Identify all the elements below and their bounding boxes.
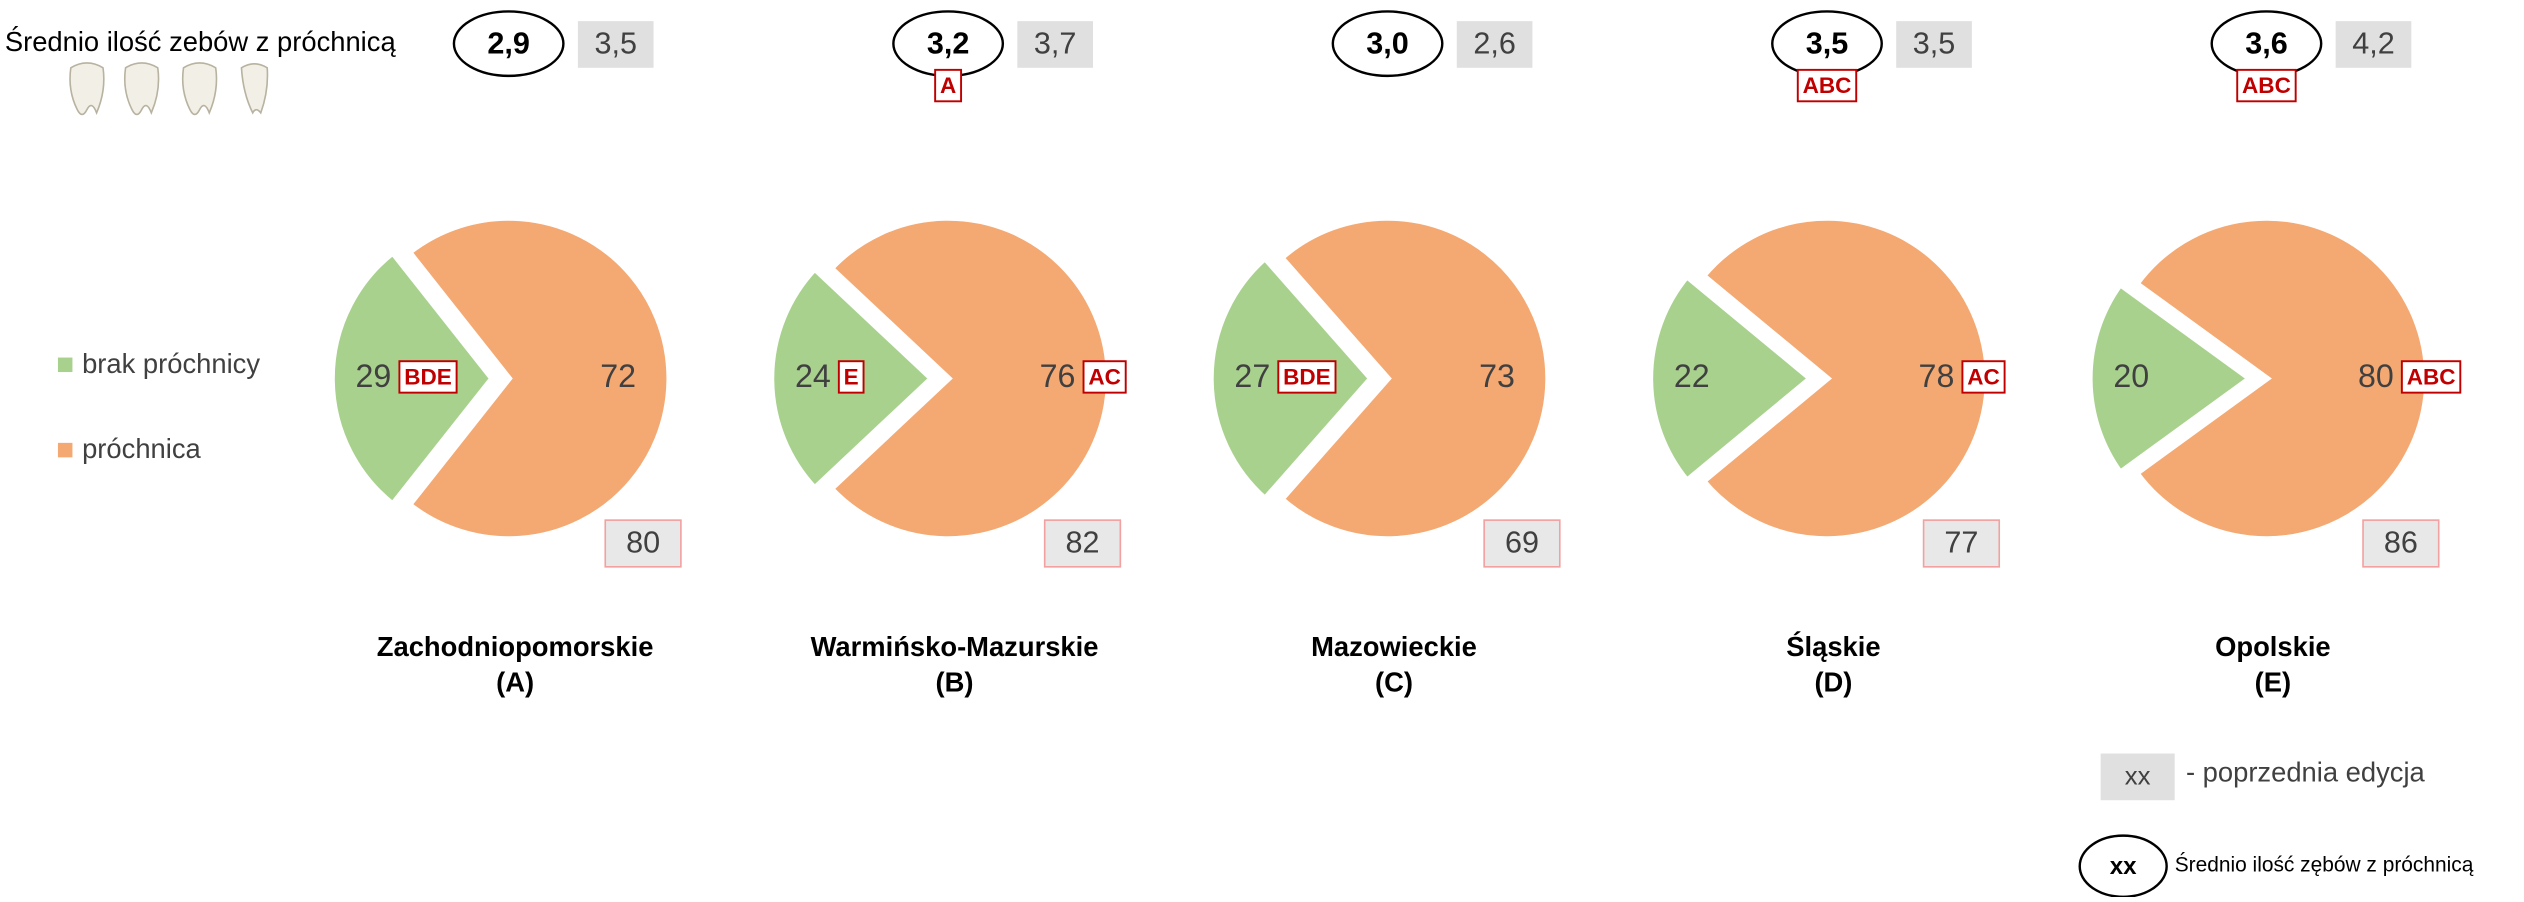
pie-title: Warmińsko-Mazurskie [811, 631, 1099, 662]
pie-title: Opolskie [2215, 631, 2331, 662]
legend-swatch [58, 443, 72, 457]
significance-label: BDE [1283, 364, 1331, 389]
pie-title: Zachodniopomorskie [377, 631, 654, 662]
legend-label: brak próchnicy [82, 348, 260, 379]
page: Średnio ilość zebów z próchnicą xx - pop… [0, 0, 2524, 902]
previous-value: 82 [1066, 525, 1100, 559]
significance-label: ABC [2242, 73, 2291, 98]
mean-label: Średnio ilość zębów z próchnicą [2175, 853, 2474, 877]
significance-label: A [940, 73, 956, 98]
previous-value: 80 [626, 525, 660, 559]
mean-value: 2,9 [487, 26, 530, 60]
data-label: 20 [2113, 358, 2149, 394]
legend-label: próchnica [82, 433, 201, 464]
data-label: 29 [356, 358, 392, 394]
previous-mean: 3,5 [1913, 26, 1956, 60]
data-label: 73 [1479, 358, 1515, 394]
mean-sample: xx [2110, 853, 2137, 880]
legend-swatch [58, 358, 72, 372]
significance-label: E [844, 364, 859, 389]
mean-value: 3,2 [927, 26, 970, 60]
previous-value: 77 [1944, 525, 1978, 559]
previous-mean: 2,6 [1473, 26, 1516, 60]
previous-mean: 4,2 [2352, 26, 2395, 60]
teeth-icons [70, 63, 267, 115]
mean-value: 3,5 [1806, 26, 1849, 60]
previous-value: 86 [2384, 525, 2418, 559]
significance-label: ABC [2407, 364, 2456, 389]
pie-subtitle: (D) [1814, 667, 1852, 698]
pie-subtitle: (B) [936, 667, 974, 698]
data-label: 22 [1674, 358, 1710, 394]
data-label: 78 [1919, 358, 1955, 394]
mean-value: 3,6 [2245, 26, 2288, 60]
data-label: 24 [795, 358, 831, 394]
pie-title: Śląskie [1786, 631, 1880, 662]
significance-label: ABC [1803, 73, 1852, 98]
pie-title: Mazowieckie [1311, 631, 1477, 662]
pie-subtitle: (A) [496, 667, 534, 698]
previous-value: 69 [1505, 525, 1539, 559]
previous-mean: 3,5 [594, 26, 637, 60]
significance-label: AC [1967, 364, 2000, 389]
main-title: Średnio ilość zebów z próchnicą [5, 25, 397, 57]
pie-subtitle: (C) [1375, 667, 1413, 698]
data-label: 27 [1234, 358, 1270, 394]
significance-label: BDE [404, 364, 452, 389]
data-label: 72 [600, 358, 636, 394]
mean-value: 3,0 [1366, 26, 1409, 60]
previous-mean: 3,7 [1034, 26, 1077, 60]
data-label: 76 [1040, 358, 1076, 394]
previous-label: - poprzednia edycja [2186, 757, 2426, 788]
data-label: 80 [2358, 358, 2394, 394]
chart: Średnio ilość zebów z próchnicą xx - pop… [0, 0, 2524, 897]
pie-subtitle: (E) [2255, 667, 2291, 698]
significance-label: AC [1088, 364, 1121, 389]
previous-sample: xx [2125, 762, 2151, 790]
